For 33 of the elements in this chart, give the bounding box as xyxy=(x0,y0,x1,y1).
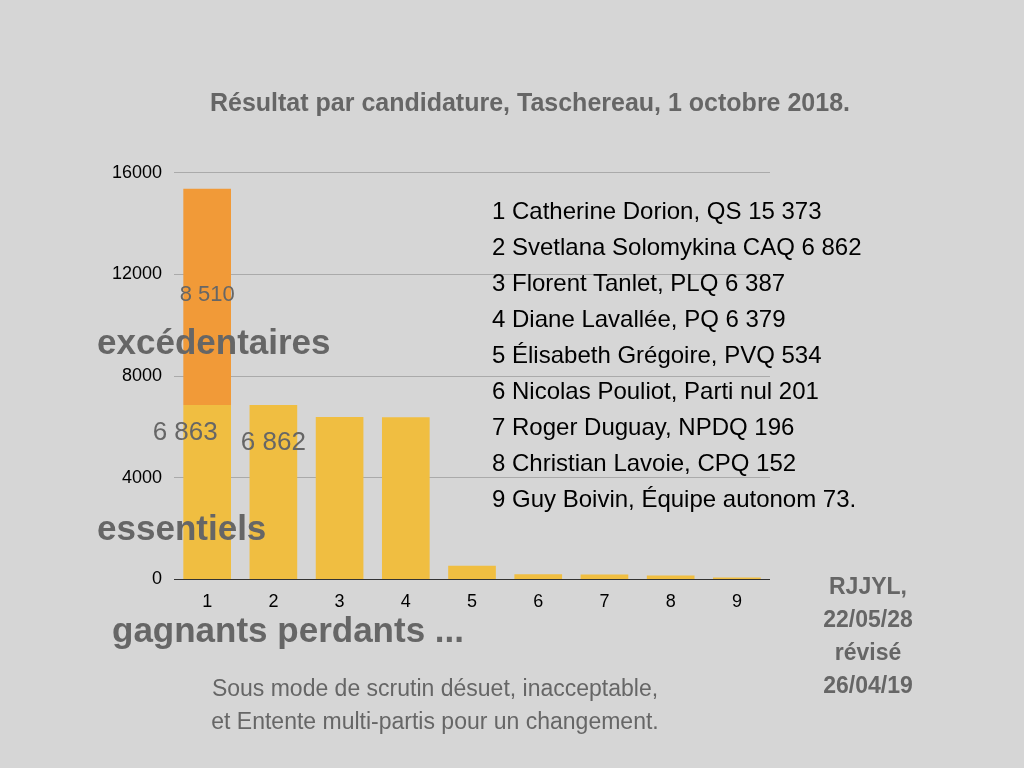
bar xyxy=(315,417,364,579)
y-tick-label: 8000 xyxy=(122,365,163,386)
y-tick-label: 0 xyxy=(152,568,163,589)
y-tick-label: 4000 xyxy=(122,466,163,487)
annotation: 1 Catherine Dorion, QS 15 373 xyxy=(492,196,823,226)
annotation: 8 Christian Lavoie, CPQ 152 xyxy=(492,448,798,478)
x-tick-label: 9 xyxy=(731,591,742,612)
annotation: 2 Svetlana Solomykina CAQ 6 862 xyxy=(492,232,862,262)
x-tick-label: 5 xyxy=(467,591,478,612)
x-tick-label: 6 xyxy=(533,591,544,612)
x-tick-label: 4 xyxy=(400,591,411,612)
x-tick-label: 2 xyxy=(268,591,279,612)
x-tick-label: 3 xyxy=(334,591,345,612)
annotation: 9 Guy Boivin, Équipe autonom 73. xyxy=(492,484,858,514)
bar xyxy=(514,574,563,579)
x-tick-label: 1 xyxy=(202,591,213,612)
annotation: 5 Élisabeth Grégoire, PVQ 534 xyxy=(492,340,823,370)
chart-title: Résultat par candidature, Taschereau, 1 octobre 2018. xyxy=(208,88,852,117)
bar xyxy=(448,565,496,579)
annotation: 3 Florent Tanlet, PLQ 6 387 xyxy=(492,268,787,298)
y-tick-label: 12000 xyxy=(111,263,163,284)
text: Sous mode de scrutin désuet, inacceptable, et Entente multi-partis pour un changement. xyxy=(210,674,660,736)
bar xyxy=(646,575,695,579)
text: RJJYL, 22/05/28 révisé 26/04/19 xyxy=(822,572,914,700)
annotation: 4 Diane Lavallée, PQ 6 379 xyxy=(492,304,787,334)
bar xyxy=(381,417,430,579)
annotation: 6 Nicolas Pouliot, Parti nul 201 xyxy=(492,376,820,406)
text: gagnants perdants ... xyxy=(112,610,464,650)
bar xyxy=(580,574,629,579)
x-tick-label: 7 xyxy=(599,591,610,612)
x-tick-label: 8 xyxy=(665,591,676,612)
y-tick-label: 16000 xyxy=(111,161,163,182)
annotation: 7 Roger Duguay, NPDQ 196 xyxy=(492,412,796,442)
